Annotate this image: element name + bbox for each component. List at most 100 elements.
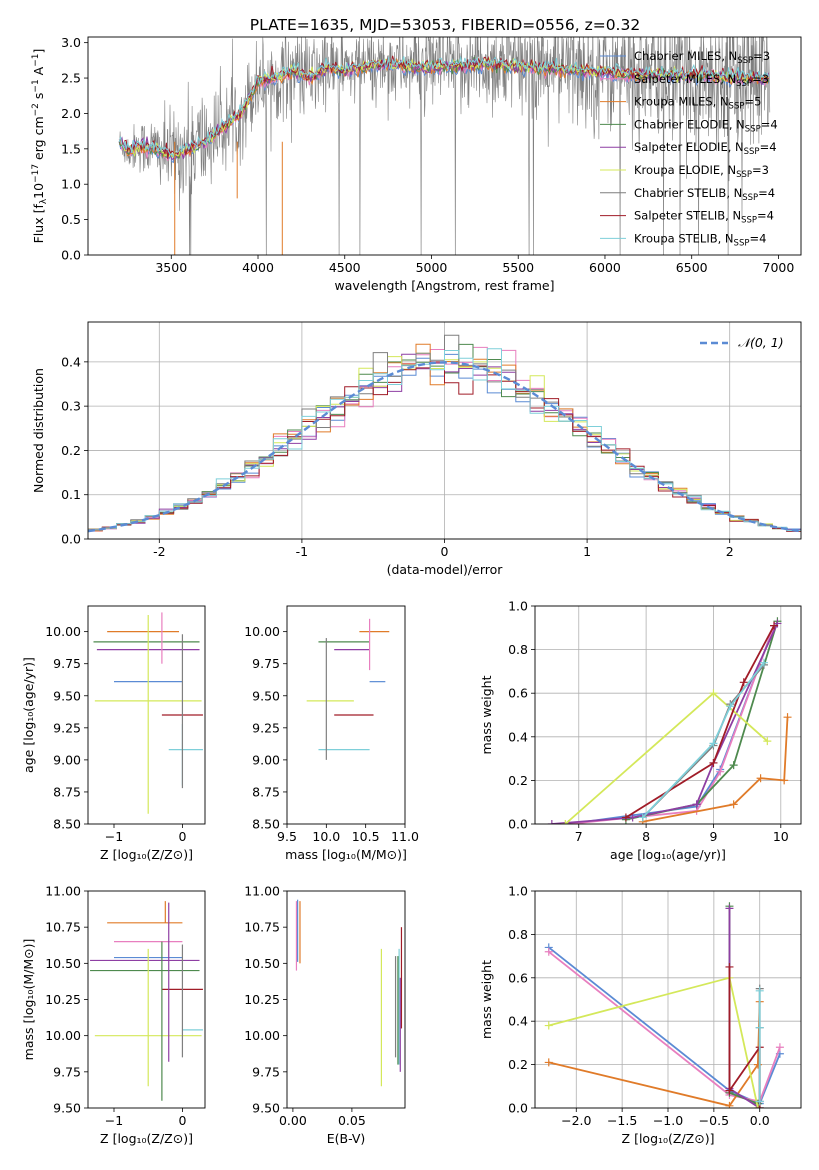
- series-marker: [725, 1086, 734, 1095]
- y-tick-label: 10.00: [45, 624, 81, 639]
- axis-ticks: −2.0 −1.5 −1.0 −0.5 0.0 0.0 0.2 0.4 0.6 0.8 1.0: [508, 884, 770, 1129]
- legend-label-text: Salpeter STELIB, N: [634, 209, 741, 223]
- y-tick-label: 0.1: [61, 487, 81, 502]
- axes-frame: [286, 605, 406, 825]
- y-tick-label: 0.8: [508, 927, 528, 942]
- x-tick-label: 10.5: [352, 829, 380, 844]
- series-marker: [759, 658, 768, 667]
- y-axis-label: mass weight: [479, 960, 494, 1039]
- model-fit-line: [119, 58, 770, 161]
- series-marker: [783, 713, 792, 722]
- x-axis-label: wavelength [Angstrom, rest frame]: [334, 278, 554, 293]
- legend-label-count: =4: [758, 186, 775, 200]
- series-marker: [729, 800, 738, 809]
- y-tick-label: 9.75: [252, 1064, 280, 1079]
- panel-mass-weight-vs-age: 7 8 9 10 0.0 0.2 0.4 0.6 0.8 1.0 age [log₁₀(age/yr…: [479, 599, 802, 862]
- legend-label-text: Chabrier STELIB, N: [634, 186, 742, 200]
- x-tick-label: 4500: [329, 260, 361, 275]
- series-marker: [775, 1043, 784, 1052]
- x-tick-label: 5500: [502, 260, 534, 275]
- series-marker: [756, 774, 765, 783]
- legend-label-text: Salpeter ELODIE, N: [634, 140, 744, 154]
- series-marker: [621, 813, 630, 822]
- series-marker: [726, 702, 735, 711]
- figure-title: PLATE=1635, MJD=53053, FIBERID=0556, z=0…: [250, 16, 640, 34]
- y-tick-label: 0.0: [61, 532, 81, 547]
- series-marker: [544, 947, 553, 956]
- plot-area: [93, 612, 203, 814]
- x-tick-label: 7: [575, 829, 583, 844]
- x-tick-label: −2.0: [561, 1113, 591, 1128]
- axes-frame: [286, 890, 406, 1109]
- legend-label-subscript: SSP: [745, 124, 761, 134]
- y-tick-label: 9.50: [53, 688, 81, 703]
- plot-area: [88, 334, 801, 533]
- series-marker: [547, 820, 556, 824]
- series-marker: [692, 800, 701, 809]
- x-tick-label: 0: [178, 1113, 186, 1128]
- axis-ticks: 0.00 0.05 9.50 9.75 10.00 10.25 10.50 10.75 11.0…: [244, 884, 366, 1129]
- errorbar-point: [94, 948, 202, 1087]
- x-tick-label: −1.5: [607, 1113, 637, 1128]
- x-tick-label: 9.5: [277, 829, 297, 844]
- panel-residual-histogram: -2 -1 0 1 2 0.0 0.1 0.2 0.3 0.4 (data-model)/error…: [31, 321, 802, 577]
- legend-label: Kroupa MILES, NSSP=5: [634, 95, 761, 112]
- legend-label-count: =4: [757, 209, 774, 223]
- x-tick-label: 9: [709, 829, 717, 844]
- model-fit-line: [118, 55, 770, 158]
- plot-area: [295, 899, 403, 1087]
- legend-label-count: =3: [752, 72, 769, 86]
- series-marker: [739, 678, 748, 687]
- x-tick-label: 7000: [763, 260, 795, 275]
- y-tick-label: 0.2: [508, 773, 528, 788]
- legend-label-text: Kroupa MILES, N: [634, 95, 729, 109]
- series-marker: [780, 776, 789, 785]
- x-tick-label: −1.0: [653, 1113, 683, 1128]
- axis-ticks: −1 0 9.50 9.75 10.00 10.25 10.50 10.75 11.00: [45, 884, 186, 1129]
- series-line: [728, 906, 761, 1108]
- series-marker: [638, 813, 647, 822]
- plot-area: [306, 618, 390, 760]
- x-tick-label: 5000: [416, 260, 448, 275]
- legend-label-subscript: SSP: [742, 193, 758, 203]
- y-axis-label-part: erg cm: [31, 116, 46, 164]
- legend-label: Salpeter STELIB, NSSP=4: [634, 209, 774, 226]
- y-tick-label: 9.50: [53, 1101, 81, 1116]
- plot-area: [544, 902, 784, 1108]
- series-marker: [716, 767, 725, 776]
- x-tick-label: -1: [296, 544, 308, 559]
- y-tick-label: 2.5: [61, 71, 81, 86]
- errorbar-point: [94, 614, 202, 814]
- series-marker: [755, 1097, 764, 1106]
- y-tick-label: 0.3: [61, 399, 81, 414]
- x-axis-label: age [log₁₀(age/yr)]: [610, 847, 726, 862]
- y-tick-label: 1.5: [61, 141, 81, 156]
- legend-label: Chabrier STELIB, NSSP=4: [634, 186, 775, 203]
- y-tick-label: 0.4: [508, 729, 528, 744]
- y-tick-label: 10.75: [244, 920, 280, 935]
- x-axis-label: (data-model)/error: [387, 562, 504, 577]
- y-tick-label: 9.75: [53, 1064, 81, 1079]
- y-tick-label: 0.8: [508, 642, 528, 657]
- legend-label: Kroupa ELODIE, NSSP=3: [634, 163, 769, 180]
- y-axis-label-part: −2: [31, 103, 41, 116]
- x-tick-label: 3500: [155, 260, 187, 275]
- legend-label-subscript: SSP: [734, 238, 750, 248]
- series-line: [642, 717, 789, 823]
- y-tick-label: 0.0: [508, 1101, 528, 1116]
- legend-label-count: =3: [753, 49, 770, 63]
- y-tick-label: 1.0: [61, 177, 81, 192]
- legend-label-text: Kroupa ELODIE, N: [634, 163, 736, 177]
- axis-ticks: 3500 4000 4500 5000 5500 6000 6500 7000 0.0 0.5 1.…: [61, 35, 794, 275]
- y-axis-label-part: −17: [31, 164, 41, 183]
- y-tick-label: 8.50: [252, 817, 280, 832]
- x-tick-label: 0.05: [338, 1113, 366, 1128]
- legend-label-count: =4: [760, 140, 777, 154]
- y-axis-label: Flux [fλ10−17 erg cm−2 s−1 A−1]: [31, 49, 49, 244]
- series-line: [728, 908, 761, 1108]
- y-tick-label: 3.0: [61, 35, 81, 50]
- legend-label-text: Salpeter MILES, N: [634, 72, 736, 86]
- y-tick-label: 10.25: [244, 992, 280, 1007]
